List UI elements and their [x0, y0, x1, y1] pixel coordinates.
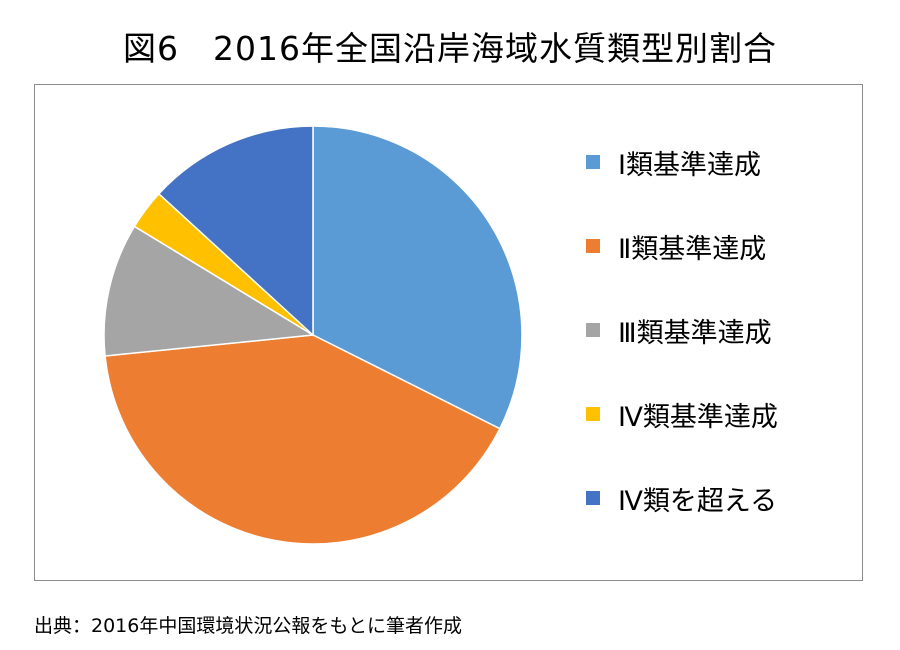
legend-label: Ⅲ類基準達成: [618, 317, 772, 349]
legend-label: Ⅳ類基準達成: [618, 401, 778, 433]
legend-label: Ⅳ類を超える: [618, 485, 778, 517]
legend-item-3: Ⅲ類基準達成: [586, 310, 772, 350]
legend-swatch: [586, 239, 600, 253]
chart-title: 図6 2016年全国沿岸海域水質類型別割合: [123, 29, 777, 68]
legend-swatch: [586, 155, 600, 169]
legend-item-1: Ⅰ類基準達成: [586, 142, 761, 182]
source-note: 出典：2016年中国環境状況公報をもとに筆者作成: [34, 615, 462, 637]
legend-swatch: [586, 323, 600, 337]
legend-swatch: [586, 407, 600, 421]
legend-item-2: Ⅱ類基準達成: [586, 226, 766, 266]
pie-slice-2: [104, 334, 501, 545]
pie-slice-3: [103, 225, 316, 357]
legend-label: Ⅱ類基準達成: [618, 233, 767, 265]
pie-slice-1: [312, 125, 523, 430]
pie-slice-5: [157, 125, 314, 337]
legend-item-5: Ⅳ類を超える: [586, 478, 777, 518]
legend-swatch: [586, 491, 600, 505]
legend-item-4: Ⅳ類基準達成: [586, 394, 778, 434]
legend-label: Ⅰ類基準達成: [618, 149, 761, 181]
